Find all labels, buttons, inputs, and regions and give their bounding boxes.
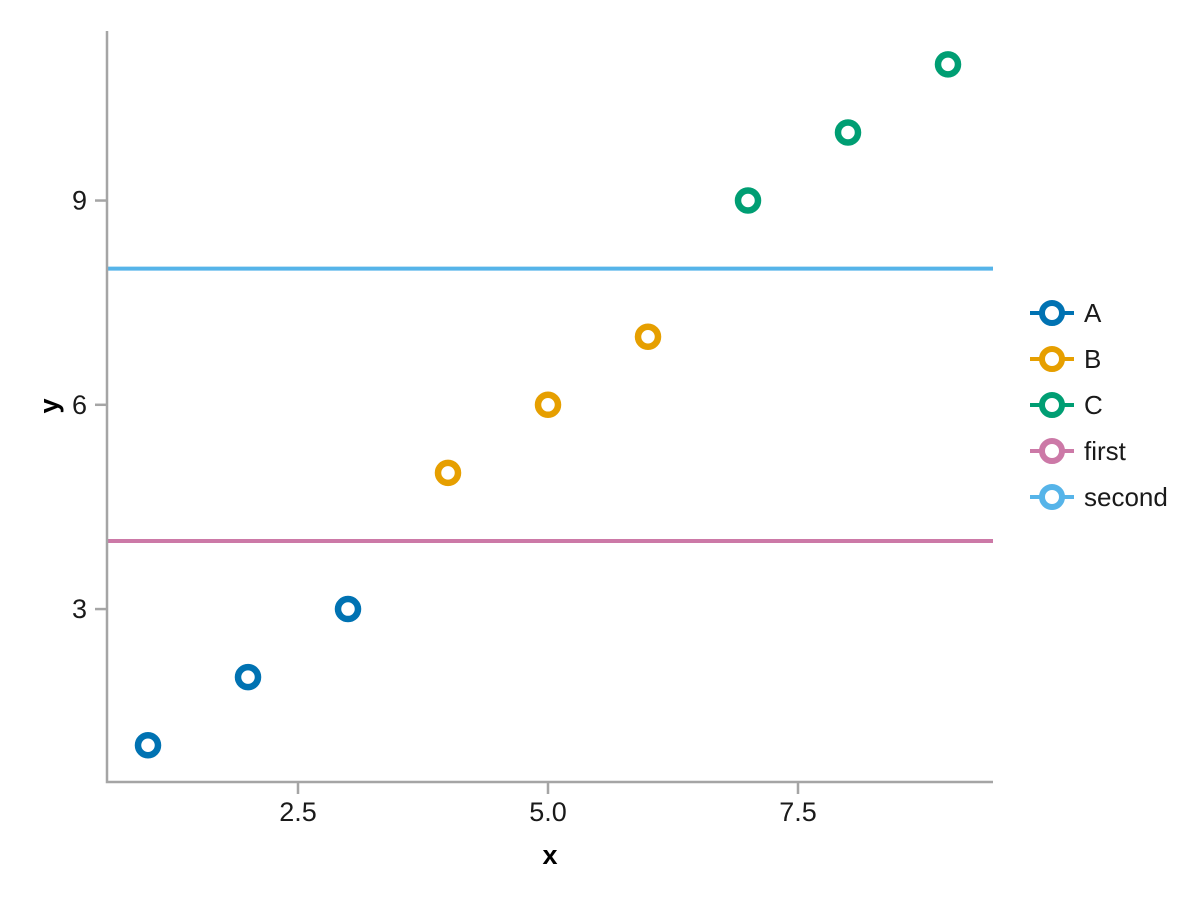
data-point-B [434, 459, 462, 487]
y-tick-label: 3 [72, 594, 87, 624]
y-tick-label: 9 [72, 186, 87, 216]
x-tick-label: 5.0 [529, 797, 567, 827]
legend-label: C [1084, 390, 1103, 420]
legend-label: B [1084, 344, 1102, 374]
legend-marker-first-icon [1030, 438, 1074, 464]
legend-item-first: first [1029, 437, 1168, 465]
legend-item-second: second [1029, 483, 1168, 511]
scatter-points-layer [134, 51, 962, 759]
data-point-B [534, 391, 562, 419]
legend-marker-A-icon [1030, 300, 1074, 326]
y-axis-label: y [34, 398, 64, 413]
legend-label: A [1084, 298, 1102, 328]
legend-item-A: A [1029, 299, 1168, 327]
legend-item-B: B [1029, 345, 1168, 373]
x-axis-label: x [542, 840, 557, 870]
axis-spines [105, 31, 993, 784]
axis-ticks: 2.5 5.0 7.5 3 6 9 [72, 186, 817, 827]
legend-marker-B-icon [1030, 346, 1074, 372]
legend-label: second [1084, 482, 1168, 512]
data-point-A [334, 595, 362, 623]
data-point-A [134, 731, 162, 759]
axis-spine [105, 31, 993, 784]
data-point-B [634, 323, 662, 350]
data-point-C [934, 51, 962, 78]
hlines-layer [107, 266, 993, 543]
data-point-C [834, 119, 862, 146]
legend-marker-second-icon [1030, 484, 1074, 510]
y-tick-label: 6 [72, 390, 87, 420]
legend-marker-C-icon [1030, 392, 1074, 418]
data-point-C [734, 187, 762, 214]
data-point-A [234, 663, 262, 691]
x-tick-label: 2.5 [279, 797, 317, 827]
x-tick-label: 7.5 [779, 797, 817, 827]
legend-label: first [1084, 436, 1126, 466]
legend-item-C: C [1029, 391, 1168, 419]
